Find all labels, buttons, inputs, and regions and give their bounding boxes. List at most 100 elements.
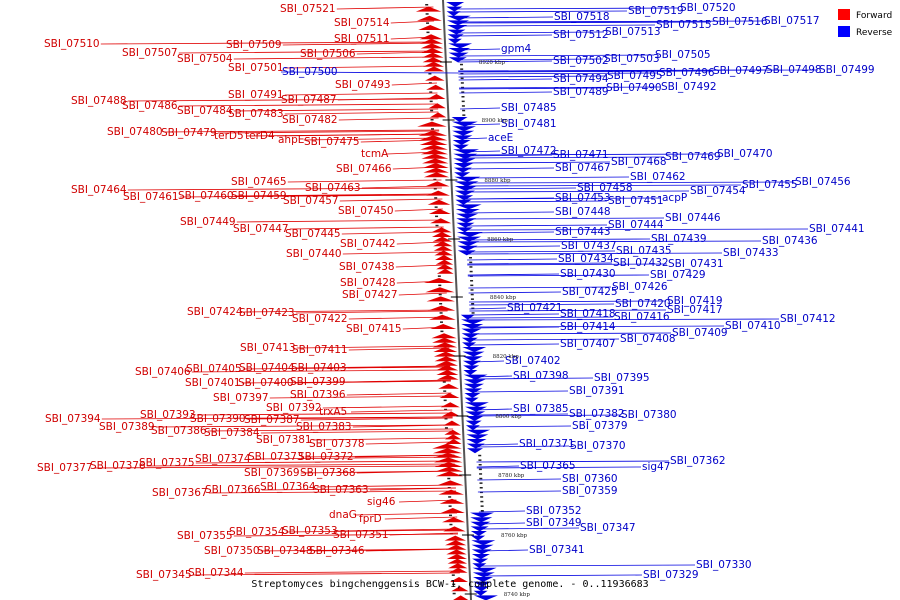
forward-feature <box>446 549 467 555</box>
reverse-leader-line <box>476 466 642 469</box>
forward-leader-line <box>360 139 440 143</box>
forward-leader-line <box>146 463 455 467</box>
reverse-leader-line <box>460 107 501 110</box>
kbp-label: 8740 kbp <box>504 592 531 598</box>
forward-feature <box>419 140 448 145</box>
forward-gene-label: SBI_07447 <box>233 223 289 235</box>
forward-feature <box>425 287 455 293</box>
reverse-gene-label: SBI_07432 <box>613 257 669 269</box>
reverse-feature-tick <box>460 77 464 80</box>
reverse-leader-line <box>462 150 501 153</box>
forward-feature-tick <box>443 399 447 402</box>
reverse-gene-label: SBI_07352 <box>526 505 582 517</box>
forward-feature <box>444 535 467 541</box>
forward-feature <box>427 305 456 311</box>
genome-caption: Streptomyces bingchenggensis BCW-1, comp… <box>251 579 648 590</box>
forward-feature <box>420 43 444 49</box>
forward-leader-line <box>356 51 436 55</box>
forward-leader-line <box>350 409 453 413</box>
forward-gene-label: SBI_07506 <box>300 48 356 60</box>
forward-feature <box>445 544 467 550</box>
forward-gene-label: SBI_07375 <box>139 457 195 469</box>
reverse-gene-label: SBI_07451 <box>608 195 664 207</box>
reverse-leader-line <box>478 510 526 513</box>
forward-gene-label: SBI_07378 <box>309 438 365 450</box>
forward-leader-line <box>195 460 455 464</box>
reverse-feature <box>457 236 482 242</box>
forward-feature-tick <box>452 583 456 586</box>
forward-feature <box>436 370 459 375</box>
reverse-feature <box>447 34 464 40</box>
forward-feature <box>436 268 454 274</box>
reverse-gene-label: SBI_07341 <box>529 544 585 556</box>
forward-feature-tick <box>433 188 437 190</box>
reverse-feature-tick <box>471 307 475 310</box>
reverse-leader-line <box>464 211 555 214</box>
reverse-gene-label: SBI_07437 <box>561 240 617 252</box>
forward-gene-label: SBI_07350 <box>204 545 260 557</box>
reverse-gene-label: SBI_07402 <box>505 355 561 367</box>
forward-leader-line <box>236 219 444 223</box>
forward-feature <box>439 393 460 398</box>
forward-gene-label: SBI_07521 <box>280 3 336 15</box>
forward-gene-label: SBI_07415 <box>346 323 402 335</box>
forward-gene-label: SBI_07422 <box>292 313 348 325</box>
reverse-feature <box>453 158 476 164</box>
forward-feature <box>423 167 449 173</box>
forward-feature-tick <box>438 293 442 296</box>
forward-feature-tick <box>430 128 434 130</box>
reverse-gene-label: SBI_07516 <box>712 16 768 28</box>
reverse-gene-label: SBI_07513 <box>605 26 661 38</box>
forward-leader-line <box>276 133 440 137</box>
reverse-leader-line <box>455 16 554 19</box>
forward-feature <box>430 218 452 224</box>
reverse-leader-line <box>469 316 614 319</box>
reverse-leader-line <box>462 154 553 157</box>
reverse-feature-tick <box>460 82 464 84</box>
forward-gene-label: SBI_07423 <box>239 307 295 319</box>
forward-gene-label: SBI_07491 <box>228 89 284 101</box>
forward-leader-line <box>261 487 456 491</box>
reverse-feature <box>451 117 468 122</box>
reverse-leader-line <box>280 71 459 74</box>
forward-gene-label: SBI_07387 <box>244 414 300 426</box>
forward-leader-line <box>348 347 450 351</box>
reverse-gene-label: SBI_07430 <box>560 268 616 280</box>
forward-feature <box>419 34 443 40</box>
forward-feature <box>434 250 453 256</box>
reverse-leader-line <box>479 527 580 530</box>
reverse-gene-label: SBI_07443 <box>555 226 611 238</box>
reverse-feature <box>446 11 461 17</box>
forward-gene-label: SBI_07403 <box>291 362 347 374</box>
forward-feature <box>453 595 469 600</box>
forward-leader-line <box>260 430 454 434</box>
reverse-gene-label: SBI_07349 <box>526 517 582 529</box>
reverse-leader-line <box>458 78 553 81</box>
forward-leader-line <box>336 6 434 10</box>
forward-feature <box>435 360 458 366</box>
reverse-gene-label: SBI_07395 <box>594 372 650 384</box>
forward-gene-label: SBI_07366 <box>205 484 261 496</box>
reverse-leader-line <box>477 490 562 493</box>
forward-leader-line <box>392 166 441 170</box>
reverse-leader-line <box>462 156 665 159</box>
forward-feature <box>420 144 448 150</box>
reverse-leader-line <box>464 200 608 203</box>
forward-gene-label: SBI_07381 <box>256 434 312 446</box>
forward-gene-label: fprD <box>359 513 382 525</box>
reverse-leader-line <box>457 58 604 61</box>
forward-gene-label: SBI_07511 <box>334 33 390 45</box>
reverse-feature <box>456 213 479 219</box>
forward-gene-label: dnaG <box>329 509 357 521</box>
forward-feature-tick <box>439 303 443 305</box>
forward-leader-line <box>155 424 453 428</box>
reverse-leader-line <box>476 460 670 463</box>
reverse-feature <box>462 347 487 352</box>
forward-leader-line <box>178 103 438 107</box>
forward-gene-label: SBI_07351 <box>333 529 389 541</box>
forward-gene-label: trxA5 <box>319 406 347 418</box>
forward-leader-line <box>395 264 446 268</box>
forward-feature-tick <box>433 178 437 181</box>
reverse-feature <box>464 393 481 398</box>
forward-feature-tick <box>444 418 448 420</box>
